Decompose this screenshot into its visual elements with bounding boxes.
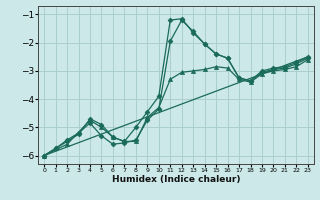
X-axis label: Humidex (Indice chaleur): Humidex (Indice chaleur) <box>112 175 240 184</box>
